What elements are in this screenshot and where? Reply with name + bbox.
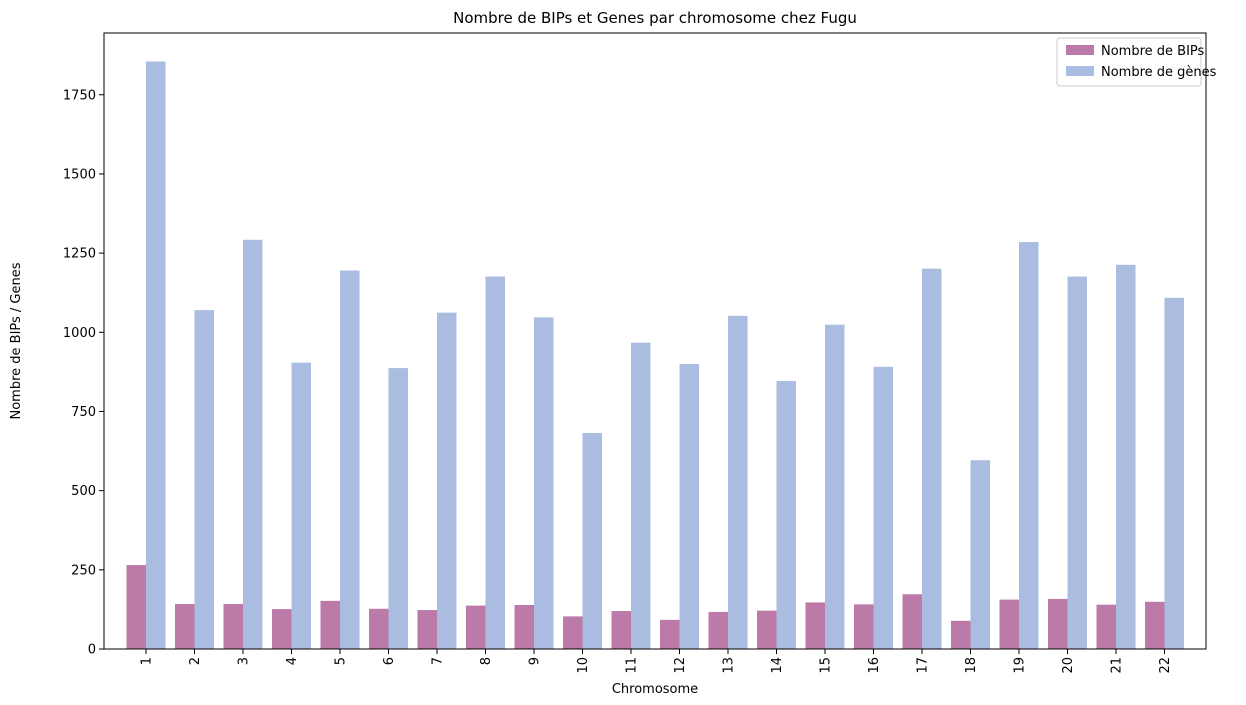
y-tick-label: 1500 (63, 167, 96, 182)
bar-genes-22 (1164, 297, 1184, 649)
x-tick-label: 7 (431, 657, 446, 665)
legend: Nombre de BIPs Nombre de gènes (1056, 37, 1217, 87)
bar-bips-20 (1048, 598, 1068, 649)
x-tick-label: 8 (479, 657, 494, 665)
y-axis-label: Nombre de BIPs / Genes (9, 262, 24, 419)
x-tick-label: 17 (916, 657, 931, 674)
bar-genes-21 (1116, 264, 1136, 649)
bar-genes-9 (534, 317, 554, 649)
bar-genes-10 (582, 433, 602, 649)
bar-bips-14 (757, 610, 777, 649)
bar-bips-16 (854, 604, 874, 649)
legend-label-genes: Nombre de gènes (1101, 65, 1217, 80)
bar-bips-19 (999, 599, 1019, 649)
bar-genes-16 (873, 366, 893, 649)
bar-genes-6 (388, 368, 408, 649)
bar-genes-20 (1067, 276, 1087, 649)
bar-genes-13 (728, 315, 748, 649)
x-tick-label: 18 (964, 657, 979, 674)
bar-genes-8 (485, 276, 505, 649)
bar-genes-1 (146, 61, 166, 650)
legend-swatch-genes (1066, 66, 1094, 76)
bar-bips-3 (223, 604, 243, 649)
x-tick-label: 9 (528, 657, 543, 665)
bar-bips-17 (902, 594, 922, 649)
bar-genes-11 (631, 342, 651, 649)
bar-bips-12 (660, 619, 680, 649)
bar-genes-3 (243, 239, 263, 649)
x-tick-label: 11 (625, 657, 640, 674)
x-tick-label: 19 (1013, 657, 1028, 674)
bar-bips-1 (126, 565, 146, 649)
chart-title: Nombre de BIPs et Genes par chromosome c… (453, 9, 857, 27)
bar-genes-7 (437, 312, 457, 649)
bar-bips-2 (175, 604, 195, 649)
x-tick-label: 15 (819, 657, 834, 674)
x-tick-label: 1 (140, 657, 155, 665)
x-tick-label: 22 (1158, 657, 1173, 674)
y-tick-label: 250 (71, 563, 96, 578)
y-tick-label: 1000 (63, 326, 96, 341)
bar-bips-7 (417, 610, 437, 649)
plot-frame (103, 32, 1207, 650)
x-tick-label: 14 (770, 657, 785, 674)
x-tick-label: 4 (285, 657, 300, 665)
bar-bips-10 (563, 616, 583, 649)
x-tick-label: 10 (576, 657, 591, 674)
x-tick-label: 12 (673, 657, 688, 674)
bar-genes-18 (970, 460, 990, 649)
y-tick-label: 500 (71, 484, 96, 499)
x-tick-label: 16 (867, 657, 882, 674)
x-tick-label: 21 (1110, 657, 1125, 674)
bar-genes-19 (1019, 242, 1039, 650)
x-tick-label: 6 (382, 657, 397, 665)
x-tick-label: 3 (237, 657, 252, 665)
legend-swatch-bips (1066, 45, 1094, 55)
y-tick-label: 0 (88, 643, 96, 658)
x-tick-label: 5 (334, 657, 349, 665)
bar-bips-13 (708, 611, 728, 649)
y-tick-label: 1250 (63, 247, 96, 262)
bar-bips-8 (466, 605, 486, 649)
bar-genes-15 (825, 324, 845, 649)
y-tick-label: 1750 (63, 88, 96, 103)
bar-genes-4 (291, 362, 311, 649)
bar-bips-11 (611, 610, 631, 649)
bar-bips-22 (1145, 601, 1165, 649)
x-tick-label: 13 (722, 657, 737, 674)
bars-group (126, 61, 1184, 650)
bar-bips-4 (272, 609, 292, 649)
bar-genes-12 (679, 363, 699, 649)
bar-genes-17 (922, 268, 942, 649)
bar-genes-2 (194, 310, 214, 649)
x-axis-label: Chromosome (612, 682, 698, 697)
y-tick-label: 750 (71, 405, 96, 420)
x-tick-label: 20 (1061, 657, 1076, 674)
bar-bips-5 (320, 600, 340, 649)
bar-genes-14 (776, 381, 796, 649)
legend-label-bips: Nombre de BIPs (1101, 44, 1205, 59)
bar-bips-9 (514, 604, 534, 649)
bar-bips-21 (1096, 604, 1116, 649)
bar-bips-15 (805, 602, 825, 649)
y-axis: 0 250 500 750 1000 1250 1500 1750 (63, 88, 104, 658)
bar-bips-18 (951, 620, 971, 649)
x-axis: 1 2 3 4 5 6 7 8 9 10 11 12 13 14 15 16 17 18 19 20 21 22 (140, 649, 1173, 674)
bar-genes-5 (340, 270, 360, 649)
x-tick-label: 2 (188, 657, 203, 665)
bar-bips-6 (369, 608, 389, 649)
